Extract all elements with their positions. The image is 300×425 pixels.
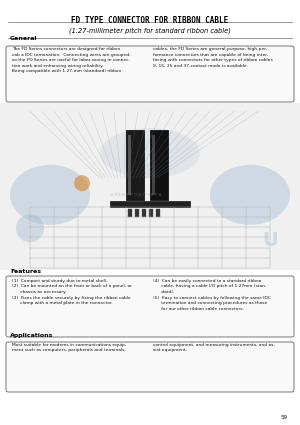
Circle shape	[74, 175, 90, 191]
Text: (1.27-millimeter pitch for standard ribbon cable): (1.27-millimeter pitch for standard ribb…	[69, 27, 231, 34]
Text: cables, the FD Series are general-purpose, high-per-
formance connectors that ar: cables, the FD Series are general-purpos…	[153, 47, 273, 68]
Bar	[152, 135, 155, 195]
Circle shape	[16, 214, 44, 242]
Bar	[156, 209, 160, 217]
Text: Э Л Е К Т Р О Б О Ч Е Т А: Э Л Е К Т Р О Б О Ч Е Т А	[110, 193, 161, 197]
Bar	[128, 209, 132, 217]
Text: Applications: Applications	[10, 333, 53, 338]
Text: 59: 59	[281, 415, 288, 420]
Ellipse shape	[210, 165, 290, 225]
Text: U: U	[262, 231, 278, 250]
FancyBboxPatch shape	[6, 276, 294, 337]
FancyBboxPatch shape	[6, 46, 294, 102]
Text: (4)  Can be easily connected to a standard ribbon
      cable, having a cable I/: (4) Can be easily connected to a standar…	[153, 279, 271, 311]
Text: Features: Features	[10, 269, 41, 274]
FancyBboxPatch shape	[6, 342, 294, 392]
Text: (1)  Compact and sturdy due to metal shell.
(2)  Can be mounted on the front or : (1) Compact and sturdy due to metal shel…	[12, 279, 132, 305]
Bar	[135, 209, 139, 217]
Text: General: General	[10, 36, 38, 41]
Ellipse shape	[100, 128, 200, 178]
Bar	[128, 135, 131, 195]
Text: FD TYPE CONNECTOR FOR RIBBON CABLE: FD TYPE CONNECTOR FOR RIBBON CABLE	[71, 16, 229, 25]
Bar	[110, 201, 190, 207]
Bar	[149, 209, 153, 217]
Bar	[142, 209, 146, 217]
Ellipse shape	[10, 165, 90, 225]
Text: Most suitable for modems in communications equip-
ment such as computers, periph: Most suitable for modems in communicatio…	[12, 343, 126, 352]
Text: control equipment, and measuring instruments, and as-
sist equipment.: control equipment, and measuring instrum…	[153, 343, 275, 352]
Bar	[126, 130, 144, 200]
Bar	[0, 103, 300, 270]
Bar	[150, 130, 168, 200]
Text: The FD Series connectors are designed for ribbon
cab a IDC termination.  Connect: The FD Series connectors are designed fo…	[12, 47, 130, 73]
